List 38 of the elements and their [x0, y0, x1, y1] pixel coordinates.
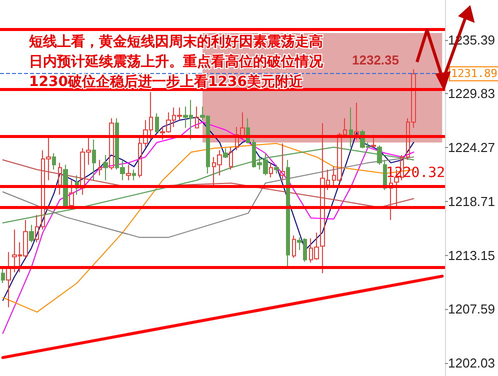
candlestick — [354, 102, 359, 140]
candlestick — [126, 164, 131, 181]
candlestick — [109, 118, 114, 170]
candlestick — [98, 159, 102, 176]
candlestick — [371, 134, 376, 148]
candlestick — [229, 146, 233, 170]
candlestick — [63, 164, 68, 208]
candlestick — [389, 176, 393, 220]
y-tick-label: 1218.71 — [448, 194, 496, 209]
annotation: 短线上看，黄金短线因周末的利好因素震荡走高 — [28, 33, 323, 50]
candlestick — [58, 162, 62, 196]
candlestick — [29, 224, 34, 243]
candlestick — [35, 214, 39, 243]
candlestick — [69, 180, 74, 209]
candlestick — [292, 234, 296, 258]
candlestick — [52, 152, 56, 170]
annotation: 1230破位企稳后进一步上看1236美元附近 — [29, 73, 304, 90]
candlestick — [280, 142, 285, 181]
y-tick-label: 1229.83 — [448, 86, 496, 102]
candlestick — [132, 169, 136, 181]
y-tick-label: 1213.15 — [448, 248, 496, 263]
candlestick — [6, 251, 11, 308]
candlestick — [223, 148, 228, 158]
candlestick — [286, 159, 290, 267]
annotation: 日内预计延续震荡上升。重点看高位的破位情况 — [29, 53, 324, 70]
candlestick — [349, 107, 353, 148]
candlestick — [92, 139, 96, 181]
candlestick — [195, 106, 199, 128]
candlestick — [274, 164, 279, 174]
candlestick — [1, 268, 5, 284]
y-tick-label: 1207.59 — [448, 302, 496, 317]
y-tick-label: 1224.27 — [448, 140, 496, 156]
annotation: 1232.35 — [352, 52, 399, 68]
candlestick — [103, 154, 108, 181]
candlestick — [155, 112, 159, 134]
ref-line-label: 1231.89 — [451, 67, 498, 80]
candlestick — [269, 162, 273, 178]
y-tick-label: 1202.03 — [448, 356, 496, 371]
